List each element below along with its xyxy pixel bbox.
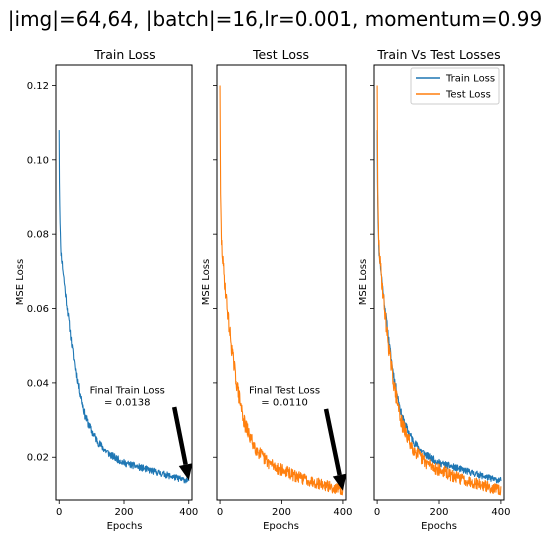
figure-title: |img|=64,64, |batch|=16,lr=0.001, moment… <box>8 7 542 31</box>
panel-title-compare: Train Vs Test Losses <box>376 47 500 62</box>
final-train-annotation: Final Train Loss = 0.0138 <box>90 385 193 481</box>
x-tick-label: 200 <box>114 507 133 518</box>
x-axis-label-train: Epochs <box>107 521 143 532</box>
x-tick-label: 0 <box>374 507 380 518</box>
y-tick-label: 0.10 <box>27 155 49 166</box>
annotation-arrow-head <box>178 463 193 481</box>
x-tick-label: 400 <box>333 507 352 518</box>
y-tick-label: 0.08 <box>27 230 49 241</box>
y-tick-label: 0.06 <box>27 304 49 315</box>
series-line-0 <box>219 85 344 496</box>
legend-label-train: Train Loss <box>445 74 495 85</box>
axes-frame-train <box>55 64 193 501</box>
annotation-line1-train: Final Train Loss <box>90 385 165 396</box>
final-test-annotation: Final Test Loss = 0.0110 <box>249 385 347 491</box>
x-tick-label: 200 <box>272 507 291 518</box>
legend-label-test: Test Loss <box>445 90 491 101</box>
y-tick-label: 0.02 <box>27 453 49 464</box>
y-axis-label-test: MSE Loss <box>201 259 212 305</box>
legend: Train Loss Test Loss <box>410 67 500 105</box>
x-tick-label: 200 <box>429 507 448 518</box>
train-vs-test-panel: Train Vs Test Losses Epochs MSE Loss 0 20… <box>358 47 510 532</box>
series-line-0 <box>58 130 190 484</box>
annotation-arrow-head <box>332 473 347 491</box>
panel-title-train: Train Loss <box>93 47 155 62</box>
series-line-1 <box>376 85 502 496</box>
x-axis-label-test: Epochs <box>263 521 299 532</box>
tick-labels-compare: 0 200 400 <box>370 85 510 518</box>
compare-lines <box>376 85 502 496</box>
tick-labels-train: 0 200 400 0.02 0.04 0.06 0.08 0.10 0.12 <box>27 81 199 518</box>
y-tick-label: 0.12 <box>27 81 49 92</box>
x-tick-label: 400 <box>179 507 198 518</box>
x-tick-label: 0 <box>56 507 62 518</box>
axes-frame-compare <box>373 64 505 501</box>
axes-frame-test <box>216 64 347 501</box>
test-loss-panel: Test Loss Epochs MSE Loss 0 200 400 Final … <box>201 47 352 532</box>
x-tick-label: 400 <box>491 507 510 518</box>
y-tick-label: 0.04 <box>27 378 49 389</box>
test-loss-line <box>219 85 344 496</box>
annotation-arrow-shaft <box>171 406 188 466</box>
train-loss-line <box>58 130 190 484</box>
annotation-line2-train: = 0.0138 <box>104 397 151 408</box>
legend-box <box>410 67 500 105</box>
series-line-0 <box>376 130 502 484</box>
annotation-line2-test: = 0.0110 <box>261 397 308 408</box>
y-axis-label-compare: MSE Loss <box>358 259 369 305</box>
tick-labels-test: 0 200 400 <box>213 85 352 518</box>
y-axis-label-train: MSE Loss <box>15 259 26 305</box>
train-loss-panel: Train Loss Epochs MSE Loss 0 200 400 0.02 0.… <box>15 47 198 532</box>
x-tick-label: 0 <box>217 507 223 518</box>
annotation-line1-test: Final Test Loss <box>249 385 320 396</box>
panel-title-test: Test Loss <box>252 47 309 62</box>
x-axis-label-compare: Epochs <box>421 521 457 532</box>
annotation-arrow-shaft <box>323 408 342 476</box>
